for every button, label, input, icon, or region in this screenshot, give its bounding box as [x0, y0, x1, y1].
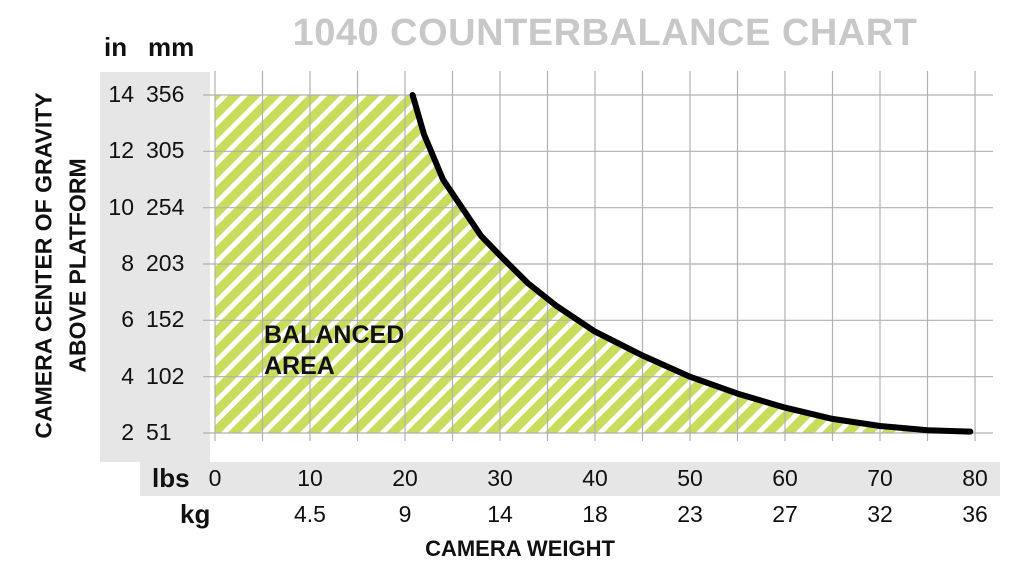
x-tick-label-lbs: 10	[297, 465, 323, 491]
x-tick-label-kg: 36	[962, 501, 988, 527]
x-tick-label-lbs: 60	[772, 465, 798, 491]
x-unit-lbs: lbs	[152, 463, 190, 493]
y-tick-label-in: 6	[121, 306, 134, 333]
y-tick-label-in: 8	[121, 250, 134, 276]
x-axis-band	[140, 462, 1000, 496]
x-tick-label-kg: 4.5	[294, 501, 326, 527]
balanced-area-fill	[215, 95, 971, 433]
y-tick-label-in: 2	[121, 419, 134, 445]
x-tick-label-lbs: 40	[582, 465, 608, 491]
y-tick-label-mm: 356	[146, 81, 185, 107]
y-tick-label-in: 4	[121, 362, 134, 389]
x-tick-label-lbs: 30	[487, 465, 513, 491]
balance-limit-curve	[409, 92, 974, 435]
y-tick-label-mm: 51	[146, 419, 172, 445]
x-tick-label-kg: 23	[677, 501, 703, 527]
chart-title: 1040 COUNTERBALANCE CHART	[292, 12, 918, 54]
y-tick-label-mm: 102	[146, 362, 185, 389]
y-tick-label-mm: 203	[146, 250, 185, 276]
x-tick-label-lbs: 50	[677, 465, 703, 491]
x-tick-label-lbs: 0	[208, 465, 222, 491]
y-tick-label-in: 12	[108, 137, 134, 164]
y-tick-label-in: 14	[108, 81, 134, 107]
balanced-area-label-line-1: BALANCED	[264, 321, 405, 349]
x-tick-label-kg: 18	[582, 501, 608, 527]
x-tick-label-lbs: 80	[962, 465, 988, 491]
x-tick-label-lbs: 70	[867, 465, 893, 491]
balanced-area-label: BALANCED AREA	[264, 320, 404, 382]
y-axis-band	[100, 72, 210, 462]
x-tick-label-kg: 27	[772, 501, 798, 527]
y-unit-in: in	[104, 32, 128, 62]
x-unit-kg: kg	[180, 499, 211, 529]
y-tick-label-mm: 254	[146, 193, 185, 220]
y-tick-label-mm: 152	[146, 306, 185, 333]
balanced-area-label-line-2: AREA	[264, 352, 335, 380]
x-tick-label-kg: 9	[398, 501, 412, 527]
y-unit-mm: mm	[148, 32, 195, 62]
x-tick-label-kg: 14	[487, 501, 513, 527]
x-axis-label: CAMERA WEIGHT	[425, 536, 615, 561]
x-tick-label-kg: 32	[867, 501, 893, 527]
x-tick-label-lbs: 20	[392, 465, 418, 491]
y-tick-label-in: 10	[108, 193, 134, 220]
y-tick-label-mm: 305	[146, 137, 185, 164]
